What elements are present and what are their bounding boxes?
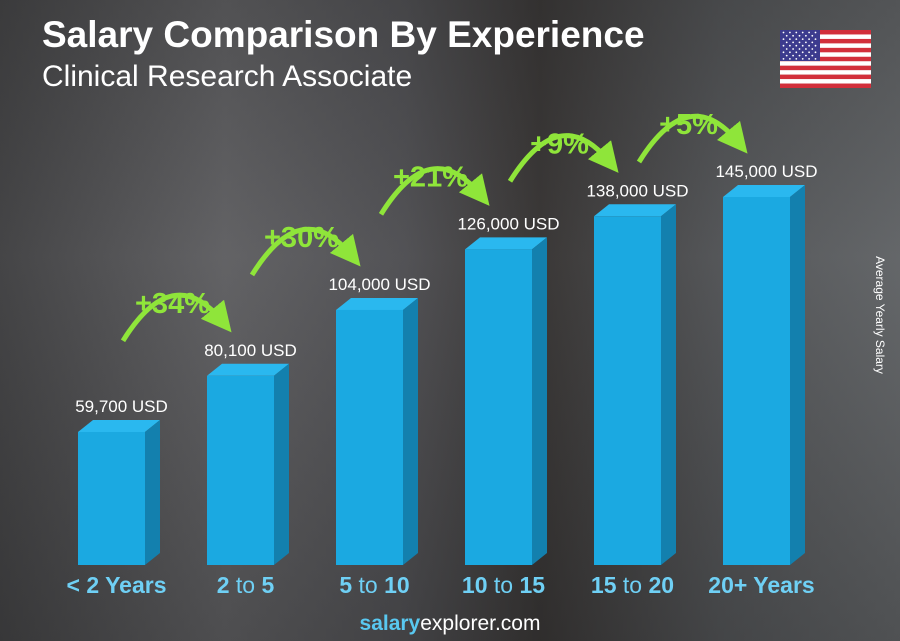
bar-side (145, 420, 160, 565)
change-arrow (507, 133, 619, 183)
value-label: 59,700 USD (75, 397, 168, 416)
category-label: 2 to 5 (217, 572, 275, 598)
category-label: 20+ Years (708, 572, 814, 598)
footer-brand[interactable]: salaryexplorer.com (0, 612, 900, 636)
bar (465, 249, 532, 565)
brand-bold: salary (359, 612, 421, 635)
chart-title: Salary Comparison By Experience (42, 14, 645, 55)
change-arrow (636, 113, 748, 164)
bar (207, 375, 274, 565)
brand-rest: explorer (420, 612, 495, 635)
chart-subtitle: Clinical Research Associate (42, 60, 413, 93)
bar (723, 197, 790, 565)
change-arrow (120, 292, 232, 343)
value-label: 145,000 USD (715, 162, 817, 181)
change-label: +21% (393, 161, 468, 193)
value-label: 80,100 USD (204, 341, 297, 360)
value-label: 126,000 USD (457, 214, 559, 233)
category-label: 15 to 20 (591, 572, 674, 598)
value-label: 138,000 USD (586, 181, 688, 200)
bar-side (403, 297, 418, 565)
bar-top (207, 363, 289, 376)
bar-top (594, 204, 676, 217)
change-label: +5% (659, 109, 718, 141)
change-arrow (249, 226, 361, 277)
bar-top (78, 420, 160, 432)
change-arrow (378, 166, 490, 216)
bar (336, 309, 403, 565)
brand-tld: .com (494, 612, 541, 635)
bar-side (274, 363, 289, 565)
bar-side (661, 204, 676, 565)
bar-top (723, 185, 805, 197)
bar-side (790, 185, 805, 565)
change-label: +30% (264, 222, 339, 254)
change-label: +9% (530, 128, 589, 160)
category-label: 10 to 15 (462, 572, 545, 598)
bar (594, 216, 661, 565)
bar-top (336, 297, 418, 310)
us-flag-icon (780, 30, 871, 88)
category-label: 5 to 10 (339, 572, 409, 598)
bar-side (532, 237, 547, 565)
value-label: 104,000 USD (328, 275, 430, 294)
category-label: < 2 Years (67, 572, 167, 598)
bar (78, 432, 145, 565)
change-label: +34% (135, 288, 210, 320)
bar-top (465, 237, 547, 250)
